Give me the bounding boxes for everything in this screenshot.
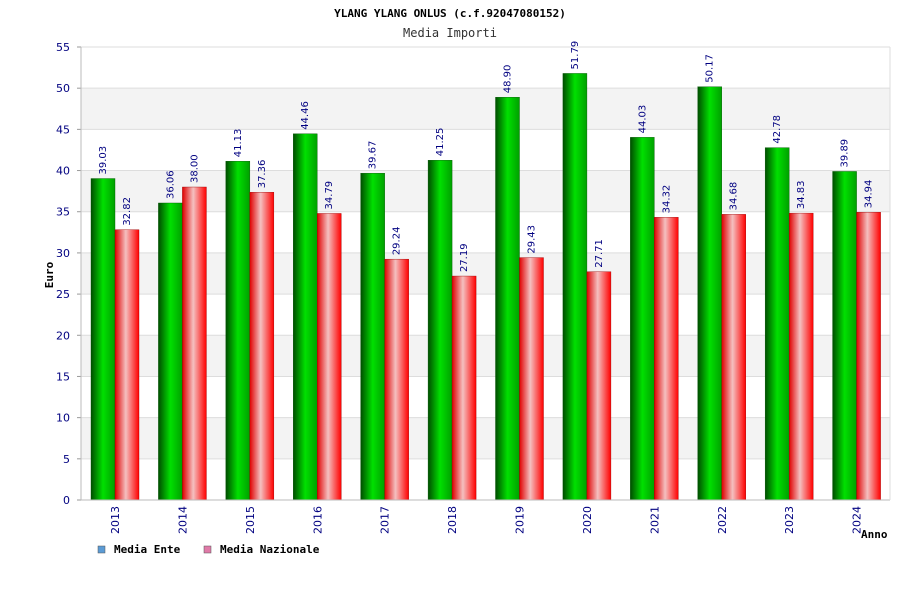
value-label-nazionale: 34.83 [796,180,807,209]
x-axis-label: Anno [861,528,888,541]
plot-band [81,417,890,459]
y-tick-label: 20 [56,329,70,342]
bar-media-nazionale [249,192,275,501]
bar-media-nazionale [586,271,612,501]
y-tick-label: 45 [56,123,70,136]
value-label-nazionale: 34.94 [864,180,875,209]
y-tick-label: 10 [56,412,70,425]
bar-media-ente [360,173,385,501]
value-label-ente: 36.06 [165,170,176,199]
x-tick-label: 2020 [581,506,594,534]
x-tick-label: 2022 [716,506,729,534]
bar-media-ente [630,137,655,501]
value-label-nazionale: 29.43 [527,225,538,254]
bars [90,73,881,501]
value-label-nazionale: 34.68 [729,182,740,211]
bar-media-nazionale [788,212,814,501]
value-label-ente: 51.79 [570,41,581,70]
plot-band [81,335,890,377]
plot-band [81,252,890,295]
x-tick-label: 2014 [176,506,189,534]
value-label-ente: 48.90 [503,65,514,94]
legend-swatch-nazionale [203,545,212,554]
value-label-nazionale: 32.82 [122,197,133,226]
y-tick-label: 40 [56,165,70,178]
bar-media-nazionale [384,258,409,501]
bar-media-nazionale [654,217,679,501]
x-tick-label: 2024 [851,506,864,534]
y-axis-label: Euro [43,261,56,288]
plot-band [81,376,890,418]
x-tick-label: 2013 [109,506,122,534]
legend-label-nazionale: Media Nazionale [220,543,320,556]
y-tick-label: 0 [63,494,70,507]
plot-band [81,170,890,212]
plot-background [81,47,890,500]
value-label-ente: 50.17 [705,54,716,83]
chart-subtitle: Media Importi [403,26,497,40]
bar-media-nazionale [856,212,881,501]
bar-media-ente [697,86,722,501]
value-label-nazionale: 27.71 [594,239,605,268]
value-label-nazionale: 38.00 [189,154,200,183]
legend-swatch-ente [97,545,106,554]
value-label-ente: 44.46 [300,101,311,130]
y-tick-label: 5 [63,453,70,466]
x-tick-label: 2021 [648,506,661,534]
y-tick-label: 25 [56,288,70,301]
value-label-ente: 42.78 [772,115,783,144]
value-label-ente: 39.89 [840,139,851,168]
value-labels: 39.03 32.82 36.06 38.00 41.13 37.36 44.46 34.79… [98,41,875,272]
y-tick-label: 35 [56,206,70,219]
plot-band [81,211,890,253]
bar-media-nazionale [451,275,477,501]
value-label-nazionale: 27.19 [459,243,470,272]
value-label-nazionale: 34.32 [661,185,672,214]
bar-media-nazionale [317,213,342,501]
x-tick-label: 2015 [244,506,257,534]
value-label-ente: 41.13 [233,129,244,158]
value-label-ente: 44.03 [637,105,648,134]
legend-label-ente: Media Ente [114,543,181,556]
bar-media-ente [495,97,520,501]
plot-band [81,88,890,130]
plot-band [81,458,890,500]
value-label-ente: 41.25 [435,128,446,157]
x-tick-label: 2016 [311,506,324,534]
y-tick-label: 15 [56,370,70,383]
value-label-nazionale: 34.79 [324,181,335,210]
bar-media-nazionale [182,186,207,501]
plot-band [81,47,890,89]
value-label-nazionale: 37.36 [257,160,268,189]
bar-media-ente [158,202,183,501]
bar-media-ente [764,147,790,501]
x-tick-labels: 2013 2014 2015 2016 2017 2018 2019 2020 2021 2022… [109,506,864,534]
bar-media-ente [562,73,588,501]
bar-media-ente [90,178,116,501]
x-tick-label: 2018 [446,506,459,534]
bar-media-nazionale [721,214,746,501]
x-tick-label: 2019 [514,506,527,534]
y-tick-label: 55 [56,41,70,54]
plot-band [81,294,890,336]
bar-media-nazionale [114,229,140,501]
bar-media-ente [225,161,251,501]
bar-media-ente [427,160,453,501]
value-label-ente: 39.03 [98,146,109,175]
bar-media-ente [293,133,318,501]
bar-media-nazionale [519,257,544,501]
bar-media-ente [832,171,857,501]
y-tick-labels: 0 5 10 15 20 25 30 35 40 45 50 55 [56,41,70,507]
y-tick-label: 30 [56,247,70,260]
legend: Media Ente Media Nazionale [97,543,320,556]
plot-band [81,129,890,171]
x-tick-label: 2023 [783,506,796,534]
y-tick-label: 50 [56,82,70,95]
chart-title: YLANG YLANG ONLUS (c.f.92047080152) [334,7,566,20]
value-label-ente: 39.67 [368,141,379,170]
x-tick-label: 2017 [379,506,392,534]
value-label-nazionale: 29.24 [392,227,403,256]
axes [80,47,891,501]
